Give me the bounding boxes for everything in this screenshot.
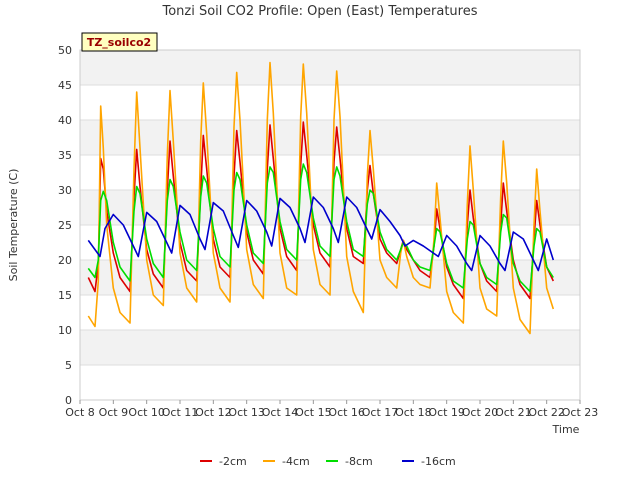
legend: -2cm -4cm -8cm -16cm	[200, 455, 456, 468]
x-tick-label: Oct 16	[328, 406, 365, 419]
y-tick-label: 30	[58, 184, 72, 197]
series-line-minus-8cm	[87, 163, 554, 293]
y-axis-label: Soil Temperature (C)	[7, 169, 20, 282]
x-tick-label: Oct 21	[495, 406, 532, 419]
x-tick-label: Oct 11	[162, 406, 199, 419]
plot-band	[80, 190, 580, 225]
plot-band	[80, 120, 580, 155]
x-tick-label: Oct 18	[395, 406, 432, 419]
chart-title: Tonzi Soil CO2 Profile: Open (East) Temp…	[161, 4, 477, 19]
y-tick-label: 20	[58, 254, 72, 267]
series-layer	[87, 61, 555, 335]
y-tick-label: 15	[58, 289, 72, 302]
series-line-minus-4cm	[87, 61, 555, 335]
legend-label: -8cm	[345, 455, 373, 468]
y-tick-label: 0	[65, 394, 72, 407]
x-tick-label: Oct 9	[99, 406, 129, 419]
legend-label: -2cm	[219, 455, 247, 468]
x-tick-label: Oct 8	[65, 406, 95, 419]
x-tick-label: Oct 19	[428, 406, 465, 419]
plot-band	[80, 50, 580, 85]
y-tick-label: 10	[58, 324, 72, 337]
plot-area	[79, 49, 581, 401]
x-tick-label: Oct 15	[295, 406, 332, 419]
series-line-minus-16cm	[87, 196, 555, 272]
legend-label: -4cm	[282, 455, 310, 468]
x-tick-label: Oct 12	[195, 406, 232, 419]
y-tick-label: 40	[58, 114, 72, 127]
plot-band	[80, 155, 580, 190]
station-badge-label: TZ_soilco2	[87, 36, 151, 49]
x-axis-label: Time	[552, 423, 580, 436]
x-tick-label: Oct 22	[528, 406, 565, 419]
legend-label: -16cm	[421, 455, 456, 468]
plot-band	[80, 365, 580, 400]
y-tick-label: 45	[58, 79, 72, 92]
x-tick-label: Oct 14	[262, 406, 299, 419]
y-tick-label: 35	[58, 149, 72, 162]
y-tick-labels: 0 5 10 15 20 25 30 35 40 45 50	[58, 44, 72, 407]
y-tick-label: 50	[58, 44, 72, 57]
x-tick-label: Oct 17	[362, 406, 399, 419]
x-tick-label: Oct 23	[562, 406, 599, 419]
x-tick-label: Oct 10	[128, 406, 165, 419]
x-tick-label: Oct 13	[228, 406, 265, 419]
x-tick-label: Oct 20	[462, 406, 499, 419]
station-badge: TZ_soilco2	[81, 32, 158, 52]
plot-band	[80, 295, 580, 330]
plot-band	[80, 330, 580, 365]
y-tick-label: 5	[65, 359, 72, 372]
y-tick-label: 25	[58, 219, 72, 232]
plot-band	[80, 85, 580, 120]
